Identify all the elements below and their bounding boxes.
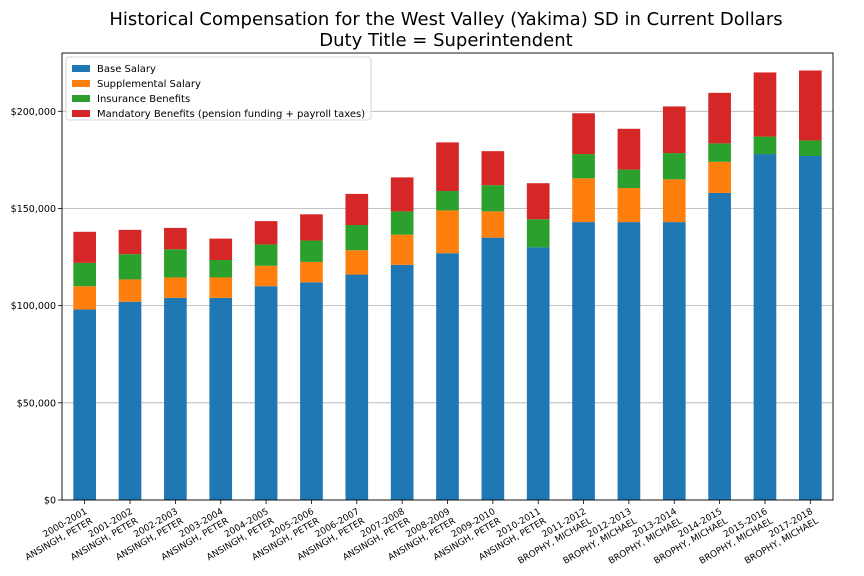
bar-segment-insurance	[572, 154, 595, 179]
bar-segment-mandatory	[390, 177, 414, 212]
bar-segment-base	[798, 156, 822, 501]
bar-segment-supplemental	[481, 211, 505, 238]
y-tick-label: $100,000	[11, 301, 56, 312]
bar-segment-insurance	[481, 185, 505, 212]
bar-segment-base	[118, 301, 142, 500]
bar-segment-insurance	[798, 140, 822, 157]
bar-segment-mandatory	[481, 151, 505, 186]
bar-segment-mandatory	[753, 72, 777, 137]
bar-segment-base	[73, 309, 97, 500]
legend-label: Insurance Benefits	[97, 94, 190, 105]
bar-segment-insurance	[73, 262, 97, 287]
chart-title-line1: Historical Compensation for the West Val…	[109, 9, 782, 30]
bar-segment-insurance	[436, 190, 459, 211]
legend-label: Base Salary	[97, 64, 156, 75]
bar-segment-base	[209, 297, 233, 500]
bar-segment-insurance	[118, 254, 142, 280]
bar-segment-insurance	[753, 136, 777, 155]
bar-segment-mandatory	[798, 70, 822, 141]
legend-box	[65, 56, 372, 121]
bar-segment-insurance	[708, 143, 731, 162]
bar-segment-mandatory	[73, 231, 97, 263]
bar-segment-insurance	[164, 249, 187, 278]
bar-segment-insurance	[209, 259, 233, 278]
bar-segment-base	[526, 247, 550, 500]
bar-segment-base	[390, 264, 414, 500]
legend-swatch	[72, 65, 90, 72]
bar-segment-supplemental	[708, 161, 731, 193]
y-tick-label: $150,000	[11, 204, 56, 215]
bar-segment-supplemental	[345, 250, 369, 275]
bar-segment-base	[164, 297, 187, 500]
bar-segment-base	[254, 286, 278, 500]
bar-segment-supplemental	[209, 277, 233, 298]
bar-segment-insurance	[390, 211, 414, 235]
bar-segment-base	[436, 253, 459, 500]
bar-segment-supplemental	[572, 178, 595, 223]
bar-segment-mandatory	[345, 193, 369, 225]
legend-label: Supplemental Salary	[97, 79, 201, 90]
bar-segment-supplemental	[300, 261, 323, 283]
bar-segment-base	[481, 237, 505, 500]
bar-segment-mandatory	[164, 227, 187, 250]
bar-segment-base	[345, 274, 369, 500]
legend-swatch	[72, 80, 90, 87]
bar-segment-base	[300, 282, 323, 500]
bar-segment-insurance	[617, 169, 641, 189]
bar-segment-supplemental	[164, 277, 187, 298]
bar-segment-supplemental	[617, 188, 641, 223]
bar-segment-base	[617, 222, 641, 500]
bars	[73, 70, 822, 501]
legend: Base Salary Supplemental Salary Insurance …	[65, 56, 372, 121]
bar-segment-insurance	[526, 219, 550, 248]
chart-title-line2: Duty Title = Superintendent	[319, 30, 572, 51]
bar-segment-mandatory	[300, 214, 323, 241]
bar-segment-insurance	[662, 153, 686, 180]
bar-segment-base	[708, 192, 731, 501]
bar-segment-supplemental	[662, 179, 686, 223]
y-tick-label: $50,000	[17, 398, 56, 409]
bar-segment-mandatory	[662, 106, 686, 154]
bar-segment-insurance	[300, 240, 323, 262]
bar-segment-mandatory	[572, 113, 595, 155]
bar-segment-supplemental	[73, 286, 97, 310]
bar-segment-mandatory	[254, 221, 278, 245]
bar-segment-supplemental	[436, 210, 459, 254]
bar-segment-supplemental	[390, 234, 414, 265]
legend-swatch	[72, 95, 90, 102]
bar-segment-base	[662, 222, 686, 500]
bar-segment-mandatory	[617, 128, 641, 170]
legend-swatch	[72, 110, 90, 117]
bar-segment-insurance	[345, 224, 369, 251]
bar-segment-base	[753, 154, 777, 501]
bar-segment-mandatory	[436, 142, 459, 191]
bar-segment-mandatory	[209, 238, 233, 260]
y-tick-label: $0	[44, 496, 56, 507]
y-axis: $0 $50,000 $100,000 $150,000 $200,000	[11, 107, 62, 507]
y-tick-label: $200,000	[11, 107, 56, 118]
bar-segment-insurance	[254, 244, 278, 266]
bar-segment-mandatory	[708, 92, 731, 144]
bar-segment-base	[572, 222, 595, 500]
bar-segment-mandatory	[526, 183, 550, 220]
bar-segment-supplemental	[118, 279, 142, 302]
legend-label: Mandatory Benefits (pension funding + pa…	[97, 109, 365, 120]
bar-segment-supplemental	[254, 265, 278, 287]
bar-segment-mandatory	[118, 229, 142, 255]
